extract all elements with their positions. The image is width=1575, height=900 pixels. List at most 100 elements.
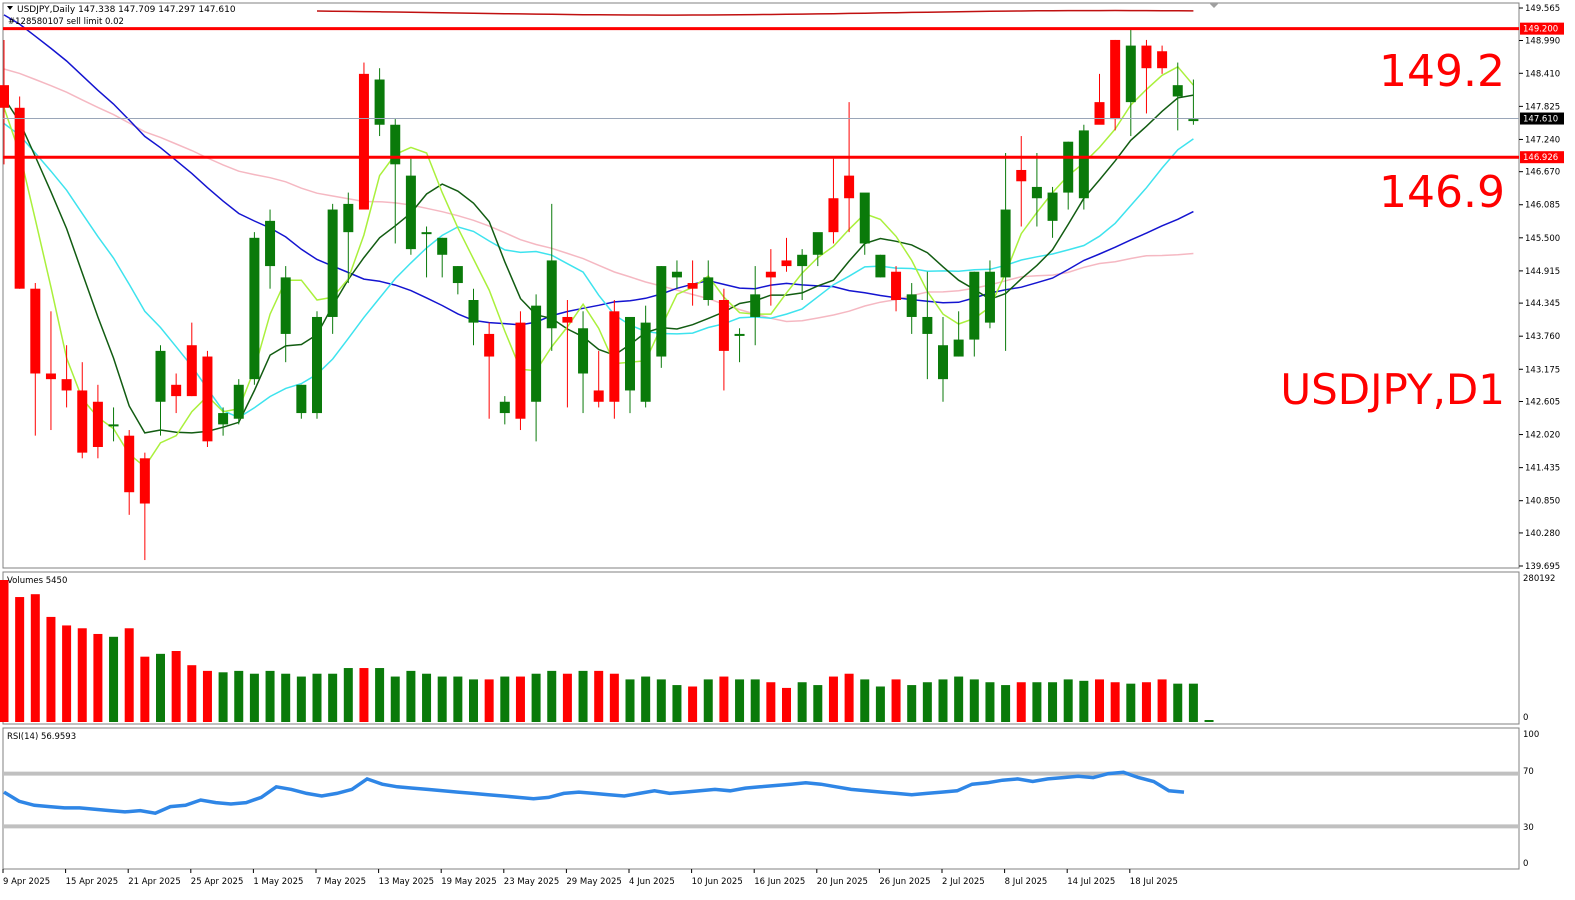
candle-body [1125,45,1136,103]
volume-bar [281,673,291,722]
price-tick-label: 140.850 [1525,497,1560,507]
volume-bar [422,673,432,722]
ma-red-top-line [316,9,1194,16]
volume-bar [140,656,150,722]
time-tick-label: 21 Apr 2025 [128,877,181,887]
time-tick-label: 4 Jun 2025 [629,877,675,887]
candle-body [1188,119,1199,122]
volume-bar [109,636,119,722]
candle-body [515,322,526,419]
symbol-header: USDJPY,Daily 147.338 147.709 147.297 147… [17,5,236,15]
volume-bar [750,679,760,722]
candle-body [296,384,307,414]
rsi-panel-frame [2,727,1520,870]
price-tick-label: 146.670 [1525,168,1560,178]
volume-bar [46,616,56,722]
rsi-axis-100: 100 [1523,730,1539,740]
volume-bar [77,628,87,722]
time-tick-label: 18 Jul 2025 [1130,877,1178,887]
time-tick-label: 26 Jun 2025 [879,877,930,887]
volume-bar [938,679,948,722]
candle-body [625,316,635,391]
volume-bar [0,580,9,722]
rsi-axis-30: 30 [1523,823,1534,833]
symbol-annotation: USDJPY,D1 [1280,365,1505,414]
rsi-label: RSI(14) 56.9593 [7,732,76,742]
candle-body [171,384,182,397]
volume-bar [469,679,478,722]
candle-body [437,237,448,255]
time-tick-label: 10 Jun 2025 [692,877,743,887]
volume-bar [1204,720,1214,722]
volume-bar [328,673,338,722]
volume-bar [1048,682,1058,722]
candle-body [92,401,103,447]
time-tick-label: 14 Jul 2025 [1067,877,1115,887]
time-tick-label: 25 Apr 2025 [191,877,244,887]
volume-bar [641,676,651,722]
candle-body [671,271,682,278]
rsi-indicator [3,770,1519,829]
collapse-arrow-icon[interactable] [7,6,13,10]
ma-blue-line [3,14,1194,326]
price-tick-label: 147.240 [1525,135,1560,145]
volume-bar [656,679,666,722]
candle-body [108,424,119,427]
scroll-marker-icon[interactable] [1209,3,1219,8]
candle-body [844,175,855,199]
candle-body [1094,102,1105,125]
volume-bar [1095,679,1104,722]
volume-bar [1079,680,1089,722]
rsi-line [3,770,1185,816]
candle-body [875,254,886,278]
volume-bar [30,594,40,722]
price-tick-label: 148.410 [1525,69,1560,79]
time-tick-label: 16 Jun 2025 [754,877,805,887]
candle-body [468,300,479,323]
candle-body [186,345,197,397]
candle-body [750,294,761,317]
price-tick-label: 143.760 [1525,332,1560,342]
time-tick-label: 9 Apr 2025 [3,877,50,887]
price-tick-label: 143.175 [1525,365,1560,375]
volume-bar [1016,682,1026,722]
volume-bar [1063,679,1073,722]
time-tick-label: 15 Apr 2025 [66,877,119,887]
volume-bar [343,668,353,722]
price-levels: 147.610 149.200 146.926 [3,22,1564,164]
candle-body [562,316,573,323]
price-tick-label: 142.020 [1525,431,1560,441]
price-tick-label: 141.435 [1525,464,1560,474]
price-axis: 149.565 148.990 148.410 147.825 147.240 146.6… [1519,4,1560,572]
candle-body [922,316,933,334]
volume-bar [875,686,885,722]
candle-body [45,373,56,380]
volume-bar [531,673,541,722]
time-tick-label: 8 Jul 2025 [1005,877,1048,887]
candle-body [249,237,260,380]
price-tick-label: 146.085 [1525,201,1560,211]
candle-body [265,220,276,267]
candle-body [984,271,995,323]
volume-bar [124,628,134,722]
candle-body [797,254,808,267]
candle-body [421,232,432,235]
volume-bar [562,673,572,722]
time-tick-label: 7 May 2025 [316,877,366,887]
time-tick-label: 1 May 2025 [253,877,303,887]
volume-bar [171,651,181,722]
volume-bar [15,597,25,722]
candle-body [718,300,729,351]
volume-bar [782,687,791,722]
level-tag [1520,22,1564,35]
ma-cyan-line [3,122,1194,419]
candle-body [546,260,557,329]
candle-body [969,271,980,340]
candle-body [390,124,401,165]
volume-bar [93,633,103,722]
candle-body [859,192,870,244]
time-axis: 9 Apr 2025 15 Apr 2025 21 Apr 2025 25 Apr 2… [2,869,1178,887]
volume-bar [437,676,447,722]
